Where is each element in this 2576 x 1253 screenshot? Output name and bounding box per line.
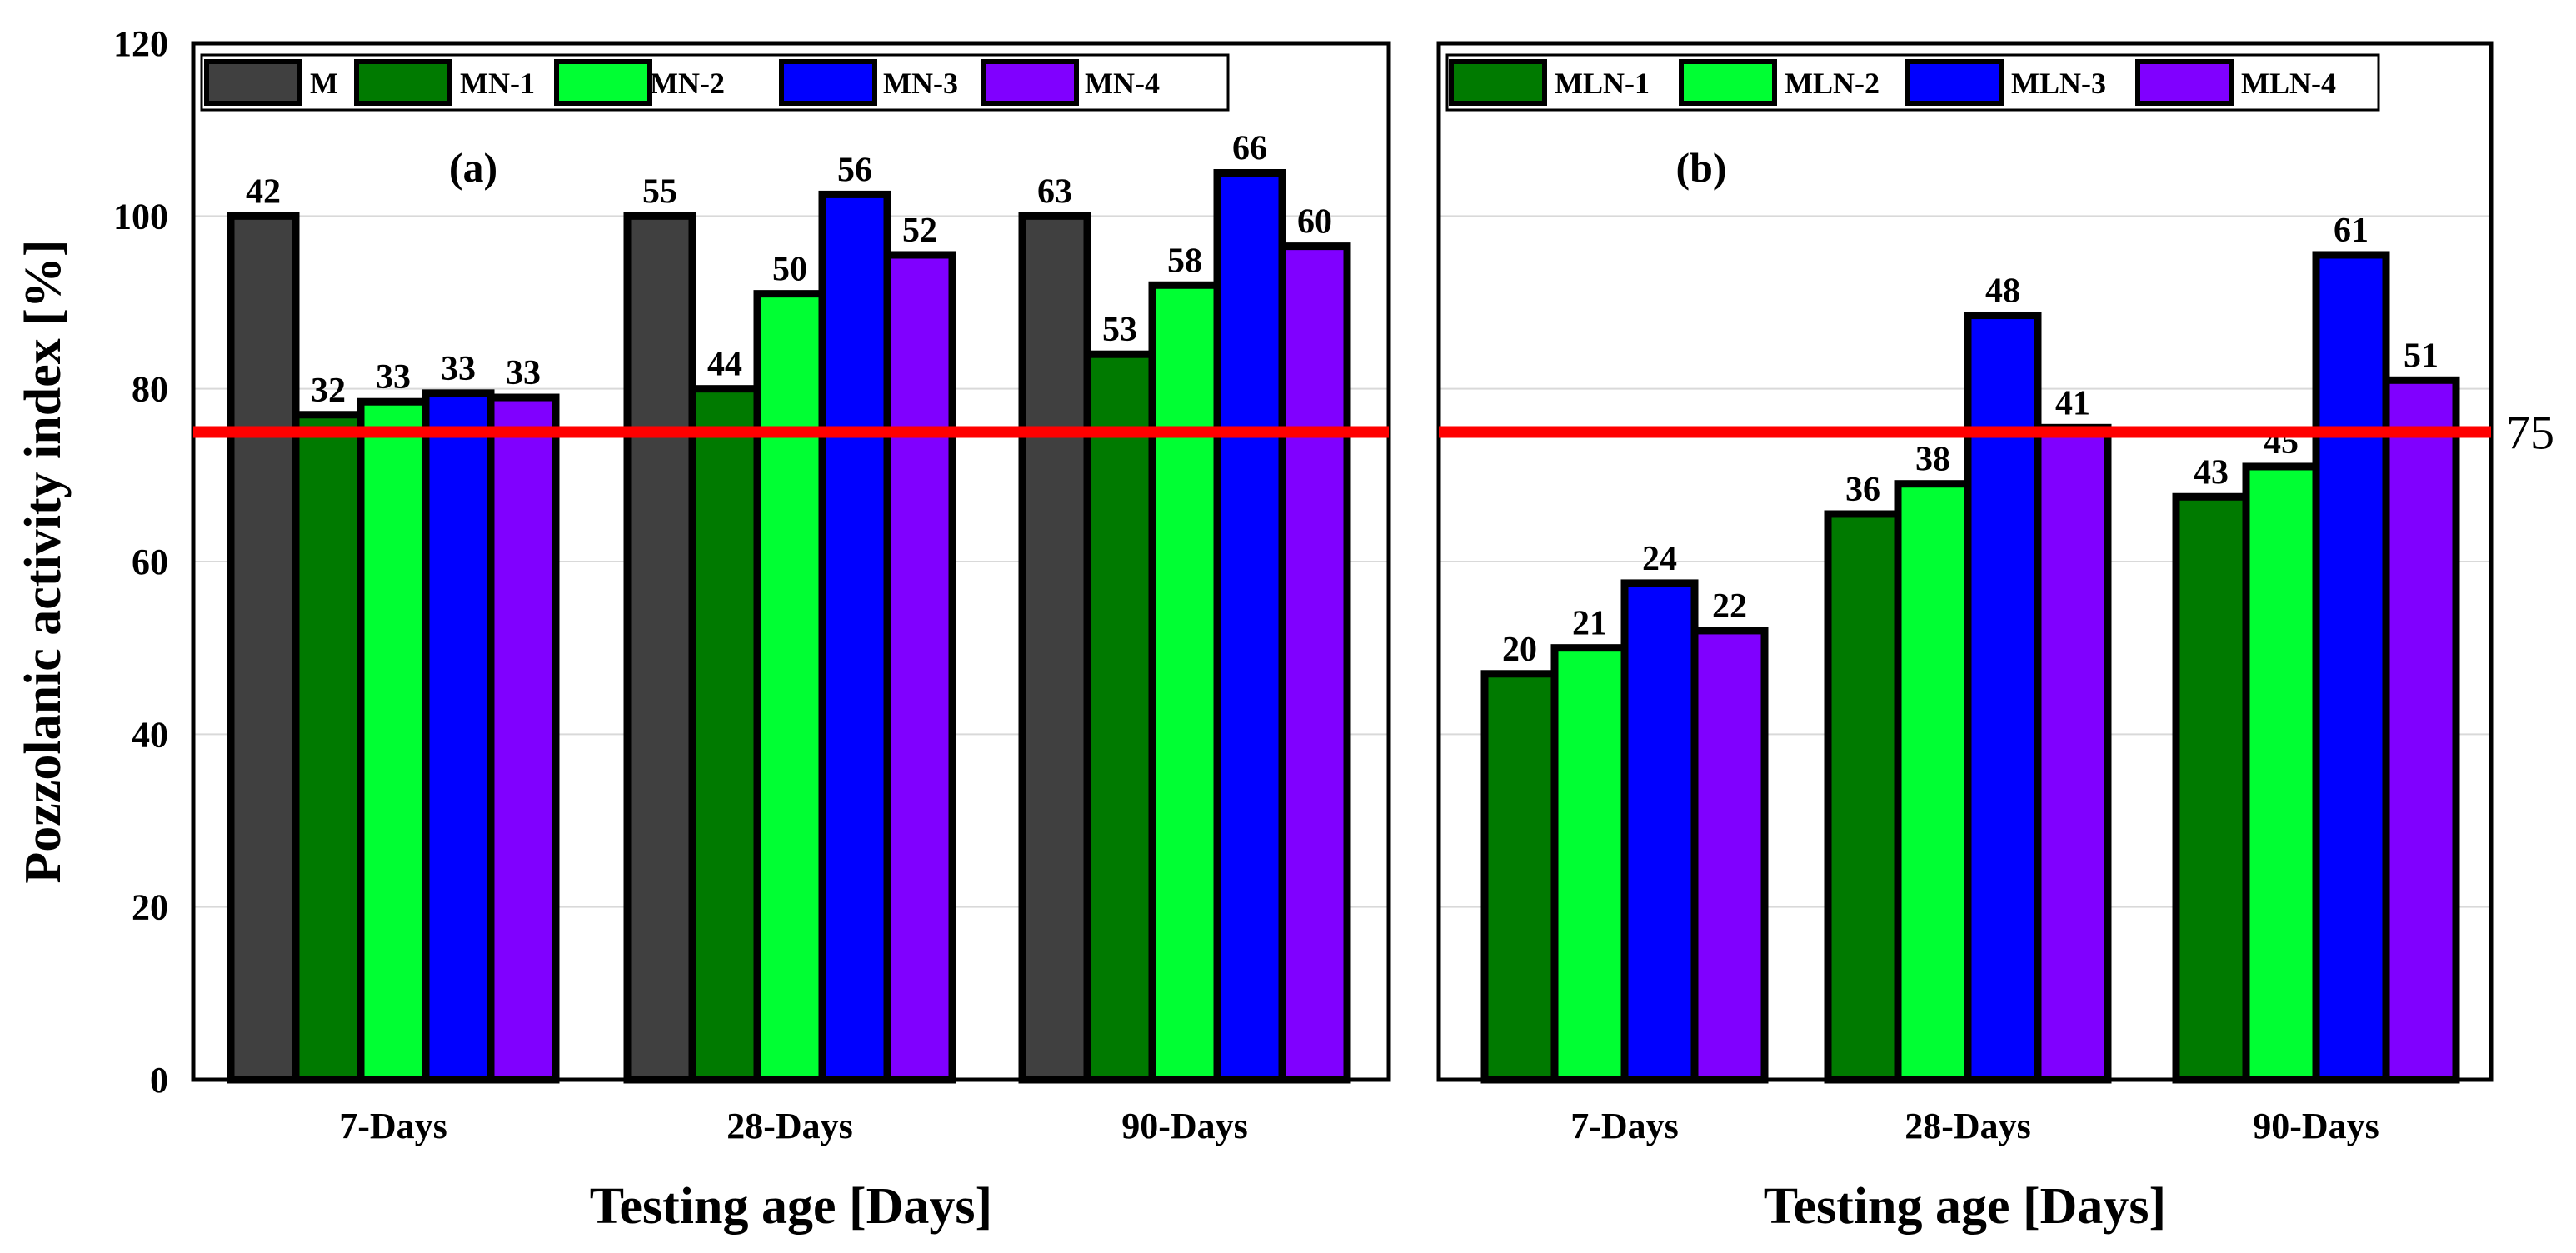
legend-label: MLN-4	[2241, 67, 2336, 100]
bar-mn-2-7-days	[357, 397, 430, 1084]
y-tick-label: 100	[113, 196, 168, 237]
y-tick-label: 0	[150, 1060, 168, 1101]
data-label: 53	[1102, 311, 1137, 349]
x-tick-label: 28-Days	[726, 1106, 853, 1146]
y-tick-label: 40	[132, 714, 168, 755]
bar-mn-2-28-days	[753, 290, 826, 1084]
bar-m-7-days	[227, 212, 300, 1084]
data-label: 33	[441, 350, 476, 388]
legend-label: M	[310, 67, 338, 100]
bar-mn-1-90-days	[1083, 350, 1156, 1084]
legend-swatch-mn-3	[779, 59, 877, 106]
x-tick-label: 7-Days	[1570, 1106, 1679, 1146]
bar-mn-3-90-days	[1213, 169, 1286, 1084]
y-tick-label: 80	[132, 369, 168, 410]
legend-label: MN-2	[650, 67, 725, 100]
data-label: 48	[1985, 272, 2020, 311]
legend-swatch-mln-3	[1905, 59, 2004, 106]
legend-swatch-mln-4	[2135, 59, 2234, 106]
x-tick-label: 28-Days	[1905, 1106, 2031, 1146]
y-tick-label: 20	[132, 887, 168, 928]
data-label: 36	[1845, 471, 1880, 509]
bar-mln-2-7-days	[1550, 644, 1629, 1084]
data-label: 33	[506, 354, 541, 392]
legend-label: MN-4	[1085, 67, 1160, 100]
legend-label: MN-3	[883, 67, 958, 100]
reference-line-label: 75	[2506, 406, 2554, 460]
data-label: 51	[2404, 337, 2439, 375]
data-label: 20	[1502, 631, 1537, 669]
bar-mn-1-7-days	[292, 411, 365, 1084]
legend-swatch-mln-1	[1449, 59, 1547, 106]
bar-mln-1-90-days	[2172, 492, 2250, 1084]
data-label: 66	[1232, 130, 1267, 168]
data-label: 60	[1297, 203, 1332, 242]
bar-mln-3-90-days	[2312, 251, 2390, 1084]
data-label: 42	[246, 172, 281, 211]
legend-label: MLN-2	[1785, 67, 1880, 100]
data-label: 33	[376, 358, 411, 397]
plot-frame	[1436, 41, 2494, 1082]
data-label: 21	[1572, 605, 1607, 643]
data-label: 58	[1167, 242, 1202, 280]
data-label: 50	[772, 251, 807, 289]
bar-mn-4-90-days	[1278, 242, 1351, 1084]
bar-m-28-days	[623, 212, 696, 1084]
legend-label: MLN-1	[1555, 67, 1650, 100]
y-tick-label: 120	[113, 23, 168, 64]
legend-layer: M MN-1 MN-2 MN-3 MN-4 MLN-1 MLN-2 MLN-3 MLN-4	[200, 53, 2380, 112]
x-tick-label: 7-Days	[339, 1106, 447, 1146]
bar-mn-3-28-days	[818, 190, 891, 1084]
data-label: 44	[707, 346, 742, 384]
bar-mln-1-28-days	[1824, 510, 1902, 1084]
data-label: 61	[2334, 212, 2369, 250]
x-tick-label: 90-Days	[2253, 1106, 2379, 1146]
data-label: 41	[2055, 384, 2090, 422]
legend-swatch-mn-4	[981, 59, 1079, 106]
legend-label: MLN-3	[2011, 67, 2106, 100]
frame-layer	[191, 41, 2494, 1082]
data-label: 52	[902, 212, 937, 250]
text-layer: 42 55 63 32 44 53 33 50 58 33 56 66 33 52 60 7-Days 28-D…	[15, 23, 2439, 1235]
bar-mln-4-28-days	[2034, 423, 2112, 1084]
x-axis-title: Testing age [Days]	[590, 1178, 992, 1235]
y-axis-title: Pozzolanic activity index [%]	[15, 239, 72, 883]
bar-mln-4-7-days	[1690, 626, 1769, 1084]
data-label: 38	[1915, 441, 1950, 479]
data-label: 56	[837, 151, 872, 189]
bar-mn-1-28-days	[688, 385, 761, 1084]
data-label: 55	[642, 172, 677, 211]
bar-mln-2-90-days	[2242, 462, 2320, 1084]
legend-swatch-m	[204, 59, 302, 106]
panel-label: (a)	[449, 144, 497, 191]
legend-swatch-mn-2	[554, 59, 652, 106]
bar-m-90-days	[1018, 212, 1091, 1084]
bar-mln-4-90-days	[2382, 376, 2460, 1084]
panel-label: (b)	[1675, 144, 1726, 191]
legend-label: MN-1	[460, 67, 535, 100]
ref-layer: 75	[193, 406, 2554, 460]
x-tick-label: 90-Days	[1121, 1106, 1248, 1146]
x-axis-title: Testing age [Days]	[1764, 1178, 2166, 1235]
legend-swatch-mln-2	[1679, 59, 1777, 106]
bar-mln-2-28-days	[1894, 480, 1972, 1084]
data-label: 43	[2194, 453, 2229, 492]
bar-mn-4-28-days	[883, 251, 956, 1084]
bar-mn-2-90-days	[1148, 281, 1221, 1084]
data-label: 32	[311, 372, 346, 410]
legend-swatch-mn-1	[354, 59, 452, 106]
data-label: 24	[1642, 540, 1677, 578]
data-label: 22	[1712, 587, 1747, 626]
bars-layer	[227, 169, 2460, 1084]
bar-mn-4-7-days	[487, 393, 560, 1084]
data-label: 63	[1037, 172, 1072, 211]
bar-mln-1-7-days	[1480, 670, 1559, 1084]
plot-frame	[191, 41, 1391, 1082]
y-tick-label: 60	[132, 542, 168, 582]
bar-mn-3-7-days	[422, 389, 495, 1084]
bar-mln-3-7-days	[1620, 579, 1699, 1084]
